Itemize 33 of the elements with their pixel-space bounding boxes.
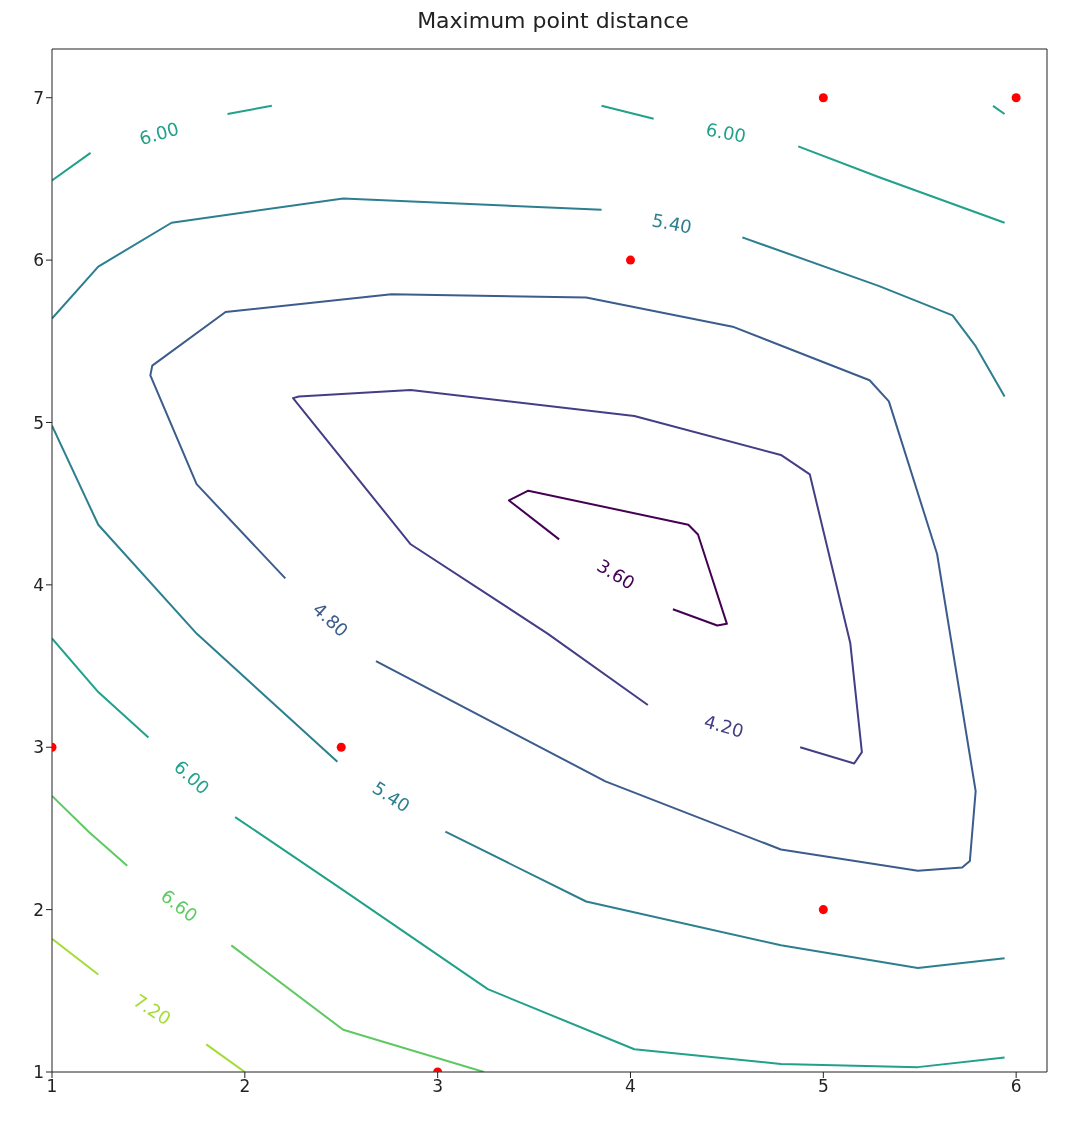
point <box>818 93 828 103</box>
annotation: 7.20 <box>129 989 175 1030</box>
annotation: 5.40 <box>650 209 694 238</box>
y-tick-label: 5 <box>33 412 44 433</box>
x-tick-label: 1 <box>46 1076 58 1097</box>
y-tick-label: 7 <box>33 87 44 108</box>
line-series <box>741 236 1006 398</box>
annotation: 4.20 <box>701 710 747 742</box>
line-series <box>508 489 728 627</box>
point <box>1011 93 1021 103</box>
chart-title: Maximum point distance <box>416 8 690 35</box>
annotation: 6.00 <box>136 117 182 150</box>
y-tick-label: 6 <box>33 250 44 271</box>
line-series <box>234 816 1006 1069</box>
line-series <box>149 293 977 872</box>
point <box>625 255 635 265</box>
x-tick-label: 2 <box>239 1076 251 1097</box>
annotation: 5.40 <box>368 777 414 817</box>
line-series <box>292 389 863 765</box>
x-tick-label: 5 <box>817 1076 829 1097</box>
line-series <box>444 830 1006 970</box>
y-tick-label: 4 <box>33 574 44 595</box>
point <box>336 742 346 752</box>
y-tick-label: 3 <box>33 737 44 758</box>
x-tick-label: 6 <box>1010 1076 1022 1097</box>
y-tick-label: 1 <box>33 1062 44 1083</box>
line-series <box>52 197 603 320</box>
point <box>818 905 828 915</box>
x-tick-label: 4 <box>625 1076 636 1097</box>
annotation: 6.00 <box>704 118 748 147</box>
annotation: 3.60 <box>593 554 639 594</box>
y-tick-label: 2 <box>33 899 44 920</box>
x-tick-label: 3 <box>432 1076 444 1097</box>
